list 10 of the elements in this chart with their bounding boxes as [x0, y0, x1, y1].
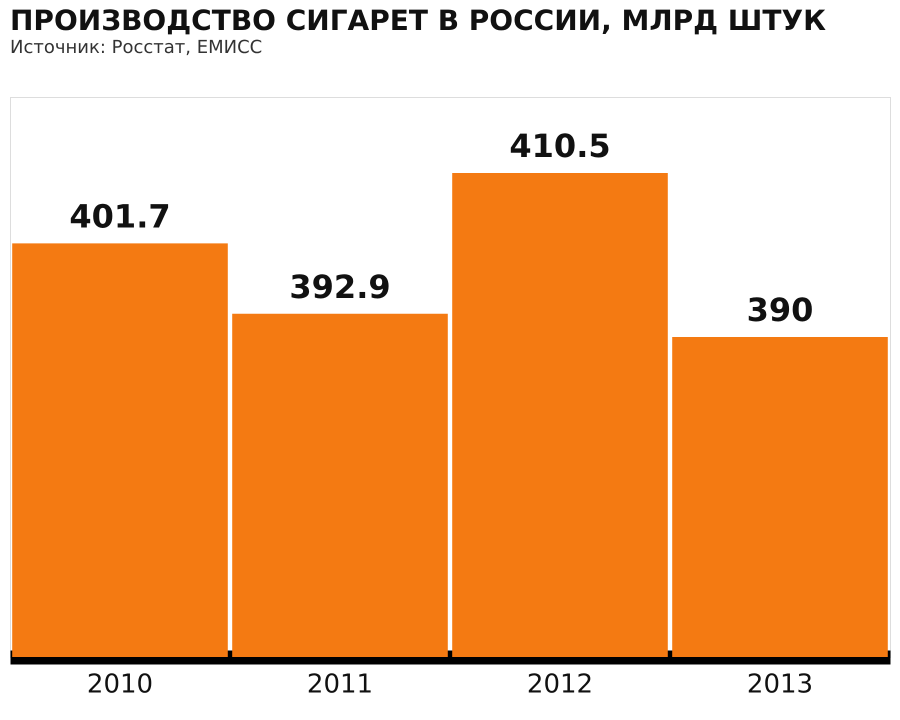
text: Источник: Росстат, ЕМИСС — [10, 37, 262, 58]
x-tick-label: 2012 — [526, 670, 594, 700]
x-tick-label: 2011 — [306, 670, 374, 700]
chart-title: ПРОИЗВОДСТВО СИГАРЕТ В РОССИИ, МЛРД ШТУК — [10, 4, 826, 37]
data-label: 401.7 — [69, 197, 171, 236]
data-label: 410.5 — [509, 127, 611, 165]
x-tick-label: 2010 — [86, 670, 154, 700]
data-label: 390 — [746, 291, 814, 329]
x-tick-label: 2013 — [746, 670, 814, 700]
data-label: 392.9 — [289, 268, 391, 306]
